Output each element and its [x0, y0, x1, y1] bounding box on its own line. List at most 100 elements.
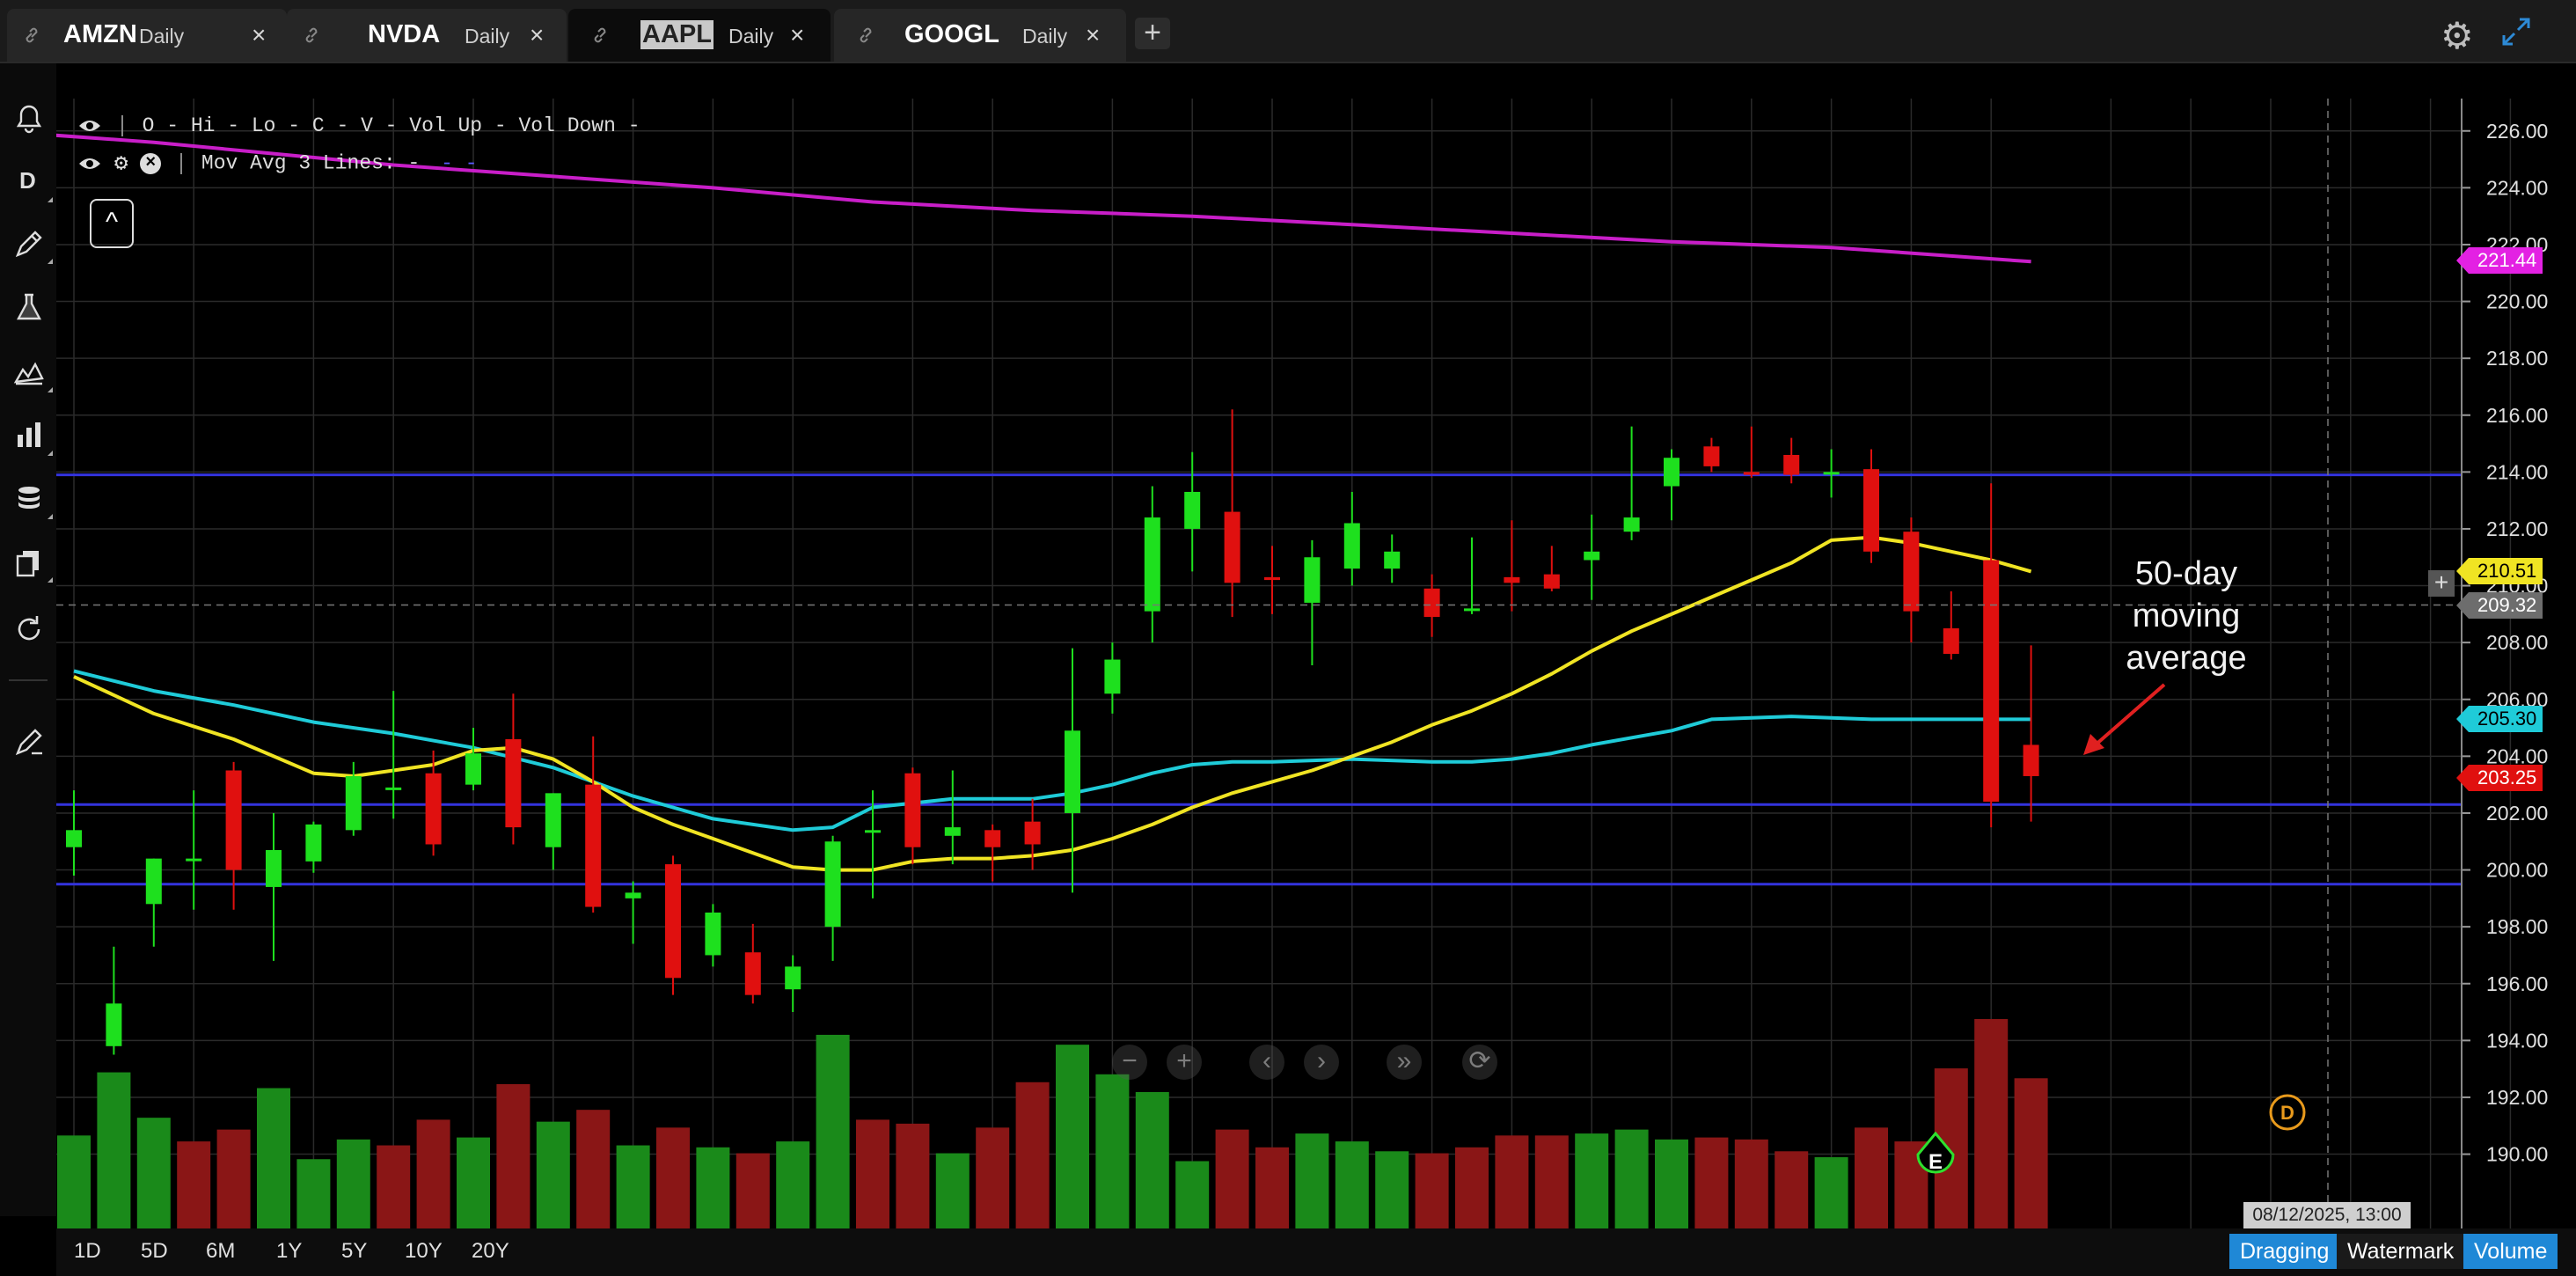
drawing-chart-icon[interactable]: [12, 356, 53, 392]
candle-body: [1983, 560, 2000, 803]
volume-bar: [1655, 1139, 1688, 1230]
volume-bar: [656, 1127, 690, 1230]
range-5d-button[interactable]: 5D: [141, 1239, 168, 1263]
bell-icon[interactable]: [12, 102, 46, 136]
volume-toggle-button[interactable]: Volume: [2463, 1234, 2558, 1269]
chart-panel[interactable]: 190.00 192.00 194.00 196.00 198.00 200.00 202.…: [56, 63, 2576, 1276]
zoom-in-button[interactable]: +: [1167, 1045, 1202, 1080]
volume-bar: [377, 1145, 411, 1230]
overlays: [56, 99, 2462, 1230]
range-1d-button[interactable]: 1D: [74, 1239, 101, 1263]
tab-googl[interactable]: GOOGL Daily ×: [834, 9, 1126, 62]
volume-bar: [536, 1121, 570, 1230]
volume-bar: [1015, 1082, 1050, 1230]
collapse-legend-button[interactable]: ^: [90, 199, 134, 248]
candle-body: [66, 830, 82, 847]
candle-body: [1743, 472, 1760, 475]
candle-body: [1104, 659, 1121, 694]
volume-bar: [1734, 1139, 1768, 1230]
y-tick-label: 212.00: [2486, 517, 2548, 540]
volume-bar: [616, 1145, 650, 1230]
volume-bar: [696, 1147, 730, 1230]
flask-icon[interactable]: [12, 290, 46, 324]
candle-body: [1943, 628, 1959, 655]
watermark-toggle-button[interactable]: Watermark: [2337, 1234, 2465, 1269]
price-tag: 209.32: [2456, 591, 2543, 619]
volume-bar: [457, 1137, 490, 1230]
volume-bar: [1974, 1019, 2009, 1230]
link-icon: [305, 27, 318, 43]
tab-aapl[interactable]: AAPL Daily ×: [568, 9, 831, 62]
volume-bar: [257, 1088, 290, 1230]
volume-bar: [336, 1139, 370, 1230]
tab-symbol-label: AMZN: [63, 20, 137, 48]
candle-body: [865, 830, 881, 833]
volume-bar: [1056, 1045, 1089, 1230]
eye-icon[interactable]: [77, 156, 102, 172]
sma20-line: [73, 535, 2032, 872]
remove-study-icon[interactable]: ×: [140, 152, 162, 174]
y-tick-label: 204.00: [2486, 744, 2548, 767]
bar-chart-icon[interactable]: [12, 419, 53, 456]
volume-bar: [1415, 1153, 1449, 1230]
scroll-end-button[interactable]: »: [1387, 1045, 1422, 1080]
annotation-line: average: [2126, 640, 2247, 677]
interval-d-icon[interactable]: D: [12, 165, 53, 202]
tab-amzn[interactable]: AMZN Daily ×: [7, 9, 287, 62]
close-icon[interactable]: ×: [1086, 21, 1101, 48]
candle-body: [1184, 491, 1201, 529]
dragging-mode-button[interactable]: Dragging: [2229, 1234, 2340, 1269]
earnings-marker[interactable]: E: [1914, 1132, 1957, 1181]
tab-symbol-label: NVDA: [368, 20, 441, 48]
reset-chart-button[interactable]: ⟳: [1462, 1045, 1497, 1080]
tab-nvda[interactable]: NVDA Daily ×: [287, 9, 567, 62]
expand-icon[interactable]: [2500, 16, 2532, 48]
close-icon[interactable]: ×: [790, 21, 805, 48]
close-icon[interactable]: ×: [252, 21, 267, 48]
horizontal-lines: [56, 473, 2462, 886]
eye-icon[interactable]: [77, 118, 102, 134]
crosshair-add-icon[interactable]: +: [2428, 570, 2455, 597]
volume-bar: [1455, 1147, 1489, 1230]
y-tick-label: 218.00: [2486, 347, 2548, 370]
range-10y-button[interactable]: 10Y: [405, 1239, 443, 1263]
refresh-icon[interactable]: [12, 612, 46, 646]
dividend-marker[interactable]: D: [2268, 1093, 2307, 1132]
candle-body: [1065, 730, 1080, 813]
range-20y-button[interactable]: 20Y: [472, 1239, 509, 1263]
candle-body: [266, 849, 282, 887]
add-tab-button[interactable]: +: [1135, 18, 1170, 49]
copy-icon[interactable]: [12, 546, 53, 583]
y-tick-label: 196.00: [2486, 972, 2548, 995]
candle-body: [225, 770, 242, 870]
scroll-right-button[interactable]: ›: [1304, 1045, 1339, 1080]
zoom-out-button[interactable]: −: [1112, 1045, 1147, 1080]
candle-body: [345, 775, 362, 831]
volume-bar: [1375, 1151, 1409, 1230]
range-6m-button[interactable]: 6M: [206, 1239, 236, 1263]
range-1y-button[interactable]: 1Y: [276, 1239, 303, 1263]
chart-grid: [56, 63, 2512, 1230]
pen-icon[interactable]: [12, 227, 53, 264]
scroll-left-button[interactable]: ‹: [1249, 1045, 1284, 1080]
ohlc-legend-text: O - Hi - Lo - C - V - Vol Up - Vol Down …: [142, 114, 640, 137]
volume-bar: [136, 1118, 171, 1230]
close-icon[interactable]: ×: [530, 21, 545, 48]
gear-icon[interactable]: ⚙: [113, 150, 128, 177]
price-chart[interactable]: 190.00 192.00 194.00 196.00 198.00 200.00 202.…: [56, 63, 2576, 1276]
candle-body: [1783, 454, 1800, 475]
volume-bar: [1575, 1133, 1609, 1230]
study-legend-text: Mov Avg 3 Lines: -: [201, 151, 421, 175]
sma200-line: [56, 133, 2031, 264]
range-5y-button[interactable]: 5Y: [341, 1239, 368, 1263]
candle-body: [545, 793, 561, 847]
gear-icon[interactable]: ⚙: [2441, 15, 2474, 56]
plot-background: [56, 63, 2462, 1230]
tab-interval-label: Daily: [465, 25, 510, 48]
edit-pen-icon[interactable]: [12, 725, 46, 759]
candle-body: [1224, 511, 1240, 583]
database-icon[interactable]: [12, 482, 53, 519]
volume-bar: [2014, 1078, 2048, 1230]
dividend-marker-label: D: [2280, 1102, 2294, 1124]
volume-bar: [1295, 1133, 1329, 1230]
